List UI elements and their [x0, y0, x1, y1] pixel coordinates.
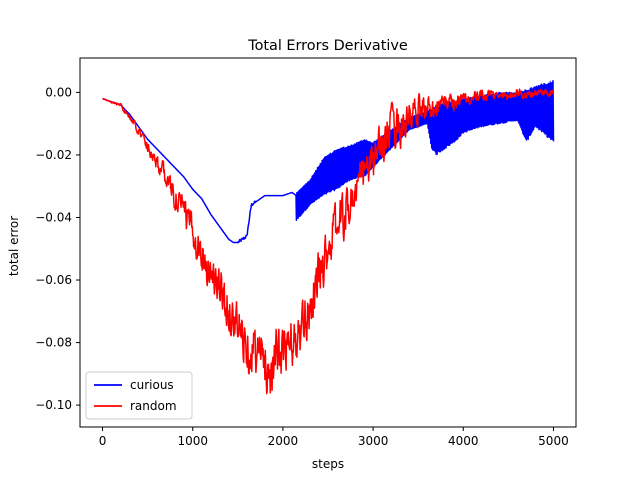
y-tick-label-4: −0.08	[35, 336, 72, 350]
x-tick-label-2: 2000	[268, 434, 299, 448]
y-axis-label: total error	[7, 216, 21, 276]
legend-label-curious: curious	[130, 378, 174, 392]
legend-label-random: random	[130, 399, 177, 413]
x-tick-label-0: 0	[99, 434, 107, 448]
y-tick-label-5: −0.10	[35, 398, 72, 412]
legend-frame	[85, 371, 193, 420]
series-layer	[102, 79, 555, 395]
x-tick-label-4: 4000	[448, 434, 479, 448]
y-tick-label-2: −0.04	[35, 210, 72, 224]
axes: 0 1000 2000 3000 4000 5000 0.00 −0.02 −0.04 −0.06…	[35, 57, 577, 448]
x-axis-label: steps	[312, 457, 344, 471]
axes-frame	[79, 57, 577, 428]
chart-title: Total Errors Derivative	[247, 38, 408, 54]
y-tick-label-0: 0.00	[45, 85, 72, 99]
x-tick-label-1: 1000	[177, 434, 208, 448]
series-line-curious	[102, 79, 555, 244]
series-curious	[102, 79, 555, 244]
legend: curious random	[85, 371, 193, 420]
y-tick-label-3: −0.06	[35, 273, 72, 287]
y-tick-label-1: −0.02	[35, 148, 72, 162]
series-line-random	[102, 88, 555, 395]
series-random	[102, 88, 555, 395]
plot-area	[102, 79, 555, 395]
x-tick-label-3: 3000	[358, 434, 389, 448]
x-tick-label-5: 5000	[538, 434, 569, 448]
